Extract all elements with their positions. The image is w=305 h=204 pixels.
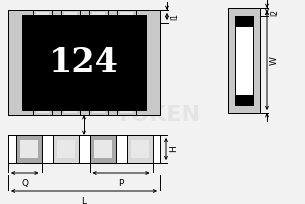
Bar <box>60 10 80 23</box>
Text: 124: 124 <box>49 46 119 79</box>
Bar <box>8 135 160 163</box>
Bar <box>235 16 253 26</box>
Bar <box>235 95 253 105</box>
Bar <box>8 135 160 163</box>
Bar <box>60 102 80 115</box>
Bar <box>117 102 135 115</box>
Bar <box>33 10 52 23</box>
Bar <box>131 140 149 158</box>
Bar <box>120 104 132 113</box>
Bar <box>228 8 260 113</box>
Text: TOKEN: TOKEN <box>116 105 200 125</box>
Text: Q: Q <box>21 179 28 188</box>
Text: l2: l2 <box>270 9 279 16</box>
Text: H: H <box>169 146 178 152</box>
Bar <box>127 135 152 163</box>
Bar <box>117 10 135 23</box>
Bar <box>235 16 253 105</box>
Bar <box>228 8 260 113</box>
Bar <box>35 104 48 113</box>
Bar <box>89 135 116 163</box>
Bar <box>63 104 77 113</box>
Bar <box>92 12 105 21</box>
Bar <box>88 102 107 115</box>
Bar <box>92 104 105 113</box>
Bar <box>20 140 38 158</box>
Text: L: L <box>81 197 87 204</box>
Bar <box>35 12 48 21</box>
Bar <box>56 140 74 158</box>
Bar <box>33 102 52 115</box>
Bar <box>88 10 107 23</box>
Text: l1: l1 <box>170 13 179 20</box>
Text: W: W <box>270 56 279 65</box>
Bar <box>22 15 146 110</box>
Bar <box>8 10 160 115</box>
Bar <box>94 140 112 158</box>
Bar <box>16 135 41 163</box>
Bar <box>8 10 160 115</box>
Bar <box>120 12 132 21</box>
Text: P: P <box>118 179 124 188</box>
Bar <box>52 135 78 163</box>
Bar <box>63 12 77 21</box>
